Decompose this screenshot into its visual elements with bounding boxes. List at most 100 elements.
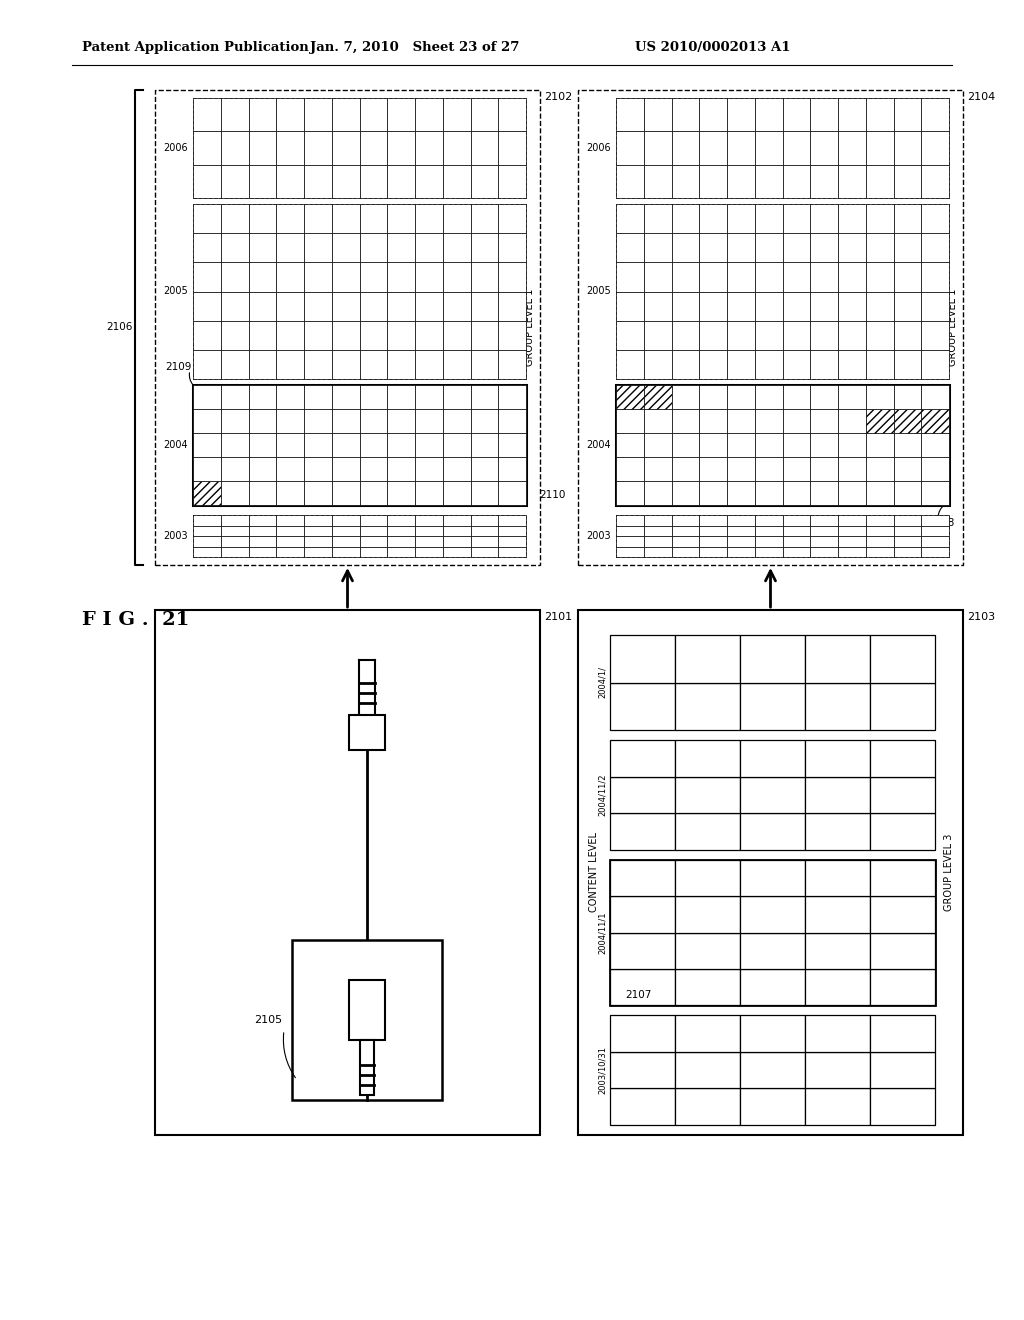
Bar — [810, 292, 838, 321]
Bar — [470, 536, 499, 546]
Bar — [442, 350, 470, 379]
Text: GROUP LEVEL 1: GROUP LEVEL 1 — [948, 289, 958, 366]
Bar — [870, 1052, 935, 1088]
Bar — [810, 321, 838, 350]
Bar — [755, 165, 782, 198]
Bar — [894, 546, 922, 557]
Bar — [442, 546, 470, 557]
Bar — [415, 433, 442, 457]
Bar — [442, 165, 470, 198]
Text: 2105: 2105 — [254, 1015, 282, 1026]
Bar — [304, 321, 332, 350]
Bar — [442, 433, 470, 457]
Bar — [470, 205, 499, 234]
Bar — [755, 131, 782, 165]
Bar — [810, 480, 838, 506]
Bar — [644, 98, 672, 131]
Bar — [922, 234, 949, 263]
Bar — [727, 457, 755, 480]
Bar — [616, 480, 644, 506]
Bar — [616, 292, 644, 321]
Bar — [870, 1015, 935, 1052]
Bar — [415, 205, 442, 234]
Bar — [810, 433, 838, 457]
Bar — [332, 292, 359, 321]
Bar — [221, 409, 249, 433]
Bar — [221, 205, 249, 234]
Bar — [672, 205, 699, 234]
Bar — [782, 205, 810, 234]
Bar — [727, 409, 755, 433]
Bar — [675, 635, 740, 682]
Bar — [727, 385, 755, 409]
Bar — [193, 385, 526, 506]
Text: GROUP LEVEL 1: GROUP LEVEL 1 — [525, 289, 535, 366]
Bar — [838, 457, 865, 480]
Bar — [870, 969, 935, 1005]
Bar — [699, 205, 727, 234]
Bar — [387, 205, 415, 234]
Bar — [644, 205, 672, 234]
Bar — [155, 90, 540, 565]
Bar — [699, 321, 727, 350]
Bar — [727, 433, 755, 457]
Bar — [359, 525, 387, 536]
Bar — [865, 525, 894, 536]
Bar — [304, 263, 332, 292]
Text: 2103: 2103 — [967, 612, 995, 622]
Bar — [610, 896, 675, 932]
Bar — [276, 263, 304, 292]
Bar — [415, 131, 442, 165]
Bar — [221, 234, 249, 263]
Bar — [894, 234, 922, 263]
Bar — [810, 165, 838, 198]
Bar — [805, 635, 870, 682]
Bar — [870, 635, 935, 682]
Bar — [699, 457, 727, 480]
Bar — [810, 205, 838, 234]
Bar — [699, 515, 727, 525]
Bar — [805, 776, 870, 813]
Bar — [894, 433, 922, 457]
Bar — [727, 263, 755, 292]
Bar — [740, 861, 805, 896]
Bar — [838, 385, 865, 409]
Bar — [672, 433, 699, 457]
Bar — [499, 292, 526, 321]
Bar — [415, 321, 442, 350]
Bar — [838, 165, 865, 198]
Bar — [193, 321, 221, 350]
Bar — [332, 234, 359, 263]
Bar — [805, 969, 870, 1005]
Bar — [610, 1052, 675, 1088]
Bar — [304, 515, 332, 525]
Bar — [249, 515, 276, 525]
Bar — [415, 525, 442, 536]
Bar — [782, 409, 810, 433]
Bar — [193, 165, 221, 198]
Bar — [870, 682, 935, 730]
Bar — [675, 932, 740, 969]
Bar — [442, 263, 470, 292]
Bar — [810, 525, 838, 536]
Bar — [644, 234, 672, 263]
Bar — [810, 98, 838, 131]
Bar — [359, 321, 387, 350]
Bar — [838, 515, 865, 525]
Bar — [470, 350, 499, 379]
Bar — [838, 234, 865, 263]
Bar — [499, 263, 526, 292]
Bar — [810, 350, 838, 379]
Bar — [810, 409, 838, 433]
Bar — [193, 457, 221, 480]
Bar — [276, 321, 304, 350]
Bar — [610, 1015, 935, 1125]
Bar — [221, 480, 249, 506]
Bar — [870, 776, 935, 813]
Bar — [616, 131, 644, 165]
Bar — [193, 409, 221, 433]
Bar — [810, 263, 838, 292]
Bar — [644, 263, 672, 292]
Bar — [193, 546, 221, 557]
Bar — [782, 98, 810, 131]
